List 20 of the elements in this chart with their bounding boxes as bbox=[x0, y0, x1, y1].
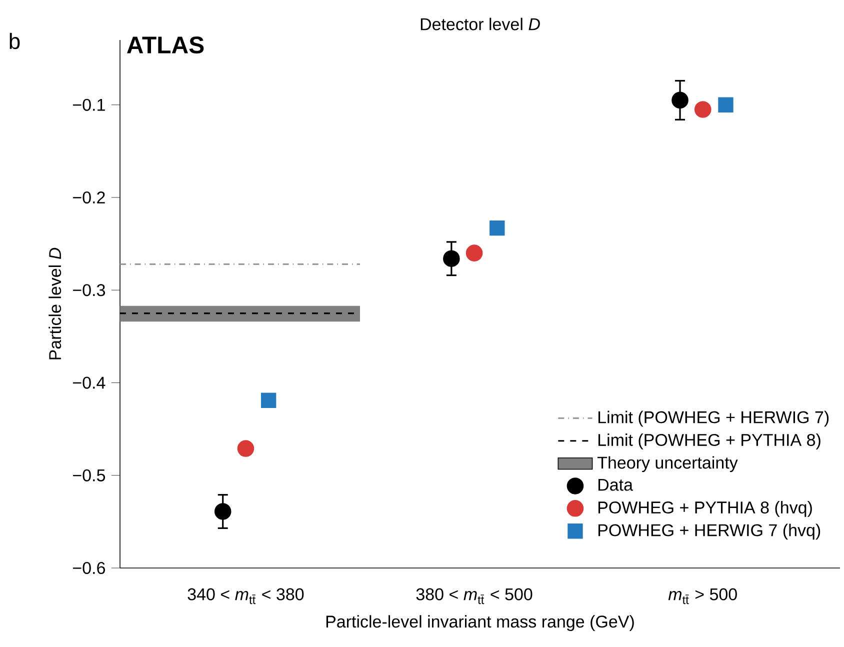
y-axis-title: Particle level D bbox=[48, 248, 62, 360]
y-tick-label: −0.5 bbox=[73, 469, 106, 482]
y-tick-label: −0.1 bbox=[73, 98, 105, 111]
legend-label: POWHEG + PYTHIA 8 (hvq) bbox=[598, 501, 812, 517]
y-tick-label: −0.6 bbox=[73, 562, 105, 574]
chart-title: Detector level D bbox=[420, 18, 540, 30]
x-tick-label: 340 < m$_{tt̄}$ < 380 bbox=[188, 588, 304, 604]
y-tick-label: −0.3 bbox=[73, 284, 105, 296]
legend-label: Data bbox=[598, 478, 633, 491]
legend-label: Limit (POWHEG + HERWIG 7) bbox=[598, 410, 829, 427]
y-tick-label: −0.2 bbox=[73, 191, 105, 204]
y-tick-label: −0.4 bbox=[73, 376, 106, 389]
legend-label: Theory uncertainty bbox=[597, 456, 738, 472]
x-tick-label: 380 < m$_{tt̄}$ < 500 bbox=[416, 588, 532, 604]
annotation: ATLAS bbox=[127, 36, 204, 54]
text: b bbox=[10, 32, 20, 50]
legend-label: Limit (POWHEG + PYTHIA 8) bbox=[598, 434, 820, 450]
x-tick-label: m$_{tt̄}$ > 500 bbox=[668, 588, 737, 604]
x-axis-title: Particle-level invariant mass range (GeV) bbox=[326, 615, 634, 631]
legend-label: POWHEG + HERWIG 7 (hvq) bbox=[598, 524, 820, 540]
